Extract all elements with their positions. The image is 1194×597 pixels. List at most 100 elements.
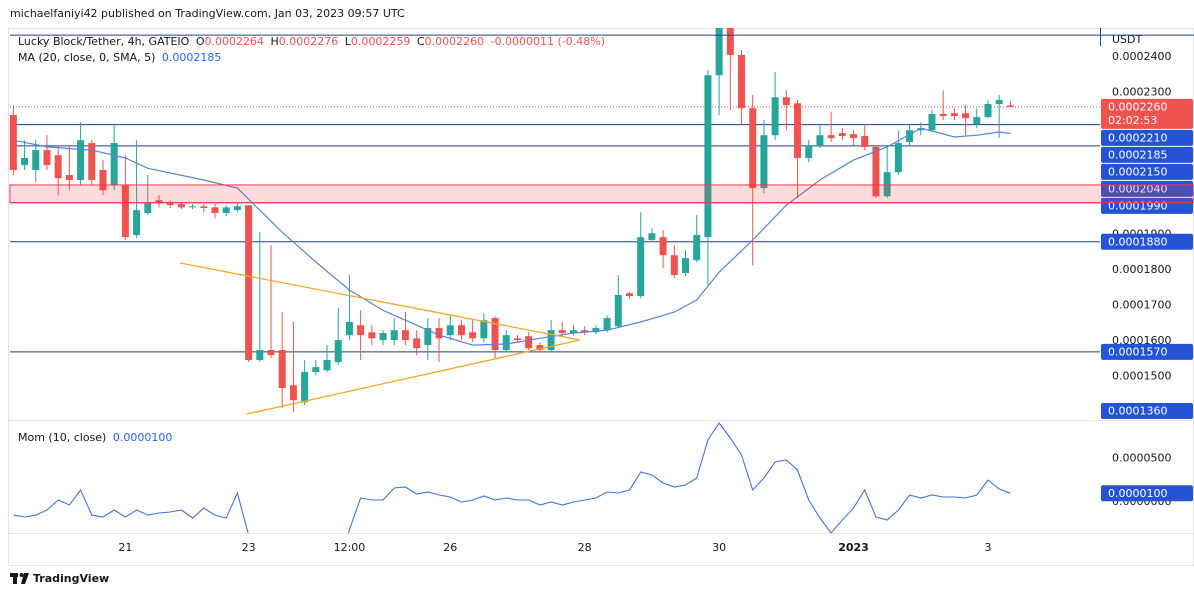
candle-body (950, 113, 958, 117)
change: -0.0000011 (-0.48%) (490, 35, 606, 48)
candle-body (749, 108, 757, 189)
candle-body (850, 134, 858, 139)
candle-body (928, 113, 936, 131)
candle-body (962, 113, 970, 119)
candle-body (794, 103, 802, 158)
mom-value: 0.0000100 (112, 431, 173, 444)
currency: USDT (1112, 33, 1143, 46)
x-tick-label: 30 (712, 541, 726, 554)
logo-part (13, 573, 17, 584)
candle-body (390, 330, 398, 341)
candle-body (603, 318, 611, 331)
mom-label-box (1101, 485, 1193, 502)
candle-body (861, 135, 869, 147)
candle-body (592, 328, 600, 333)
y-tick-label: 0.0002400 (1112, 50, 1172, 63)
ma-line (13, 127, 1011, 346)
candle-body (435, 328, 443, 339)
ohlc-key: C (416, 35, 425, 48)
price-label: 0.0002185 (1108, 148, 1168, 161)
price-label-box (1101, 403, 1193, 419)
candle-body (883, 172, 891, 197)
candle-body (917, 128, 925, 131)
candle-body (77, 140, 85, 180)
candle-body (177, 204, 185, 208)
price-label-box (1101, 233, 1193, 250)
trend-line (246, 339, 581, 415)
logo-part (21, 573, 29, 584)
y-tick-label: 0.0001800 (1112, 263, 1172, 276)
candle-body (558, 330, 566, 334)
candle-body (379, 333, 387, 341)
candle-body (457, 325, 465, 336)
candle-body (973, 117, 981, 125)
price-label-box (1101, 98, 1193, 129)
candle-body (771, 97, 779, 136)
candle-body (682, 258, 690, 273)
candle-body (211, 207, 219, 213)
symbol-legend: Lucky Block/Tether, 4h, GATEIO O 0.000226… (18, 35, 608, 48)
candle-body (278, 350, 286, 389)
candle-body (110, 143, 118, 186)
candle-body (267, 350, 275, 356)
candle-body (54, 155, 62, 179)
ohlc-key: O (195, 35, 205, 48)
ohlc-key: L (344, 35, 351, 48)
price-label-box (1101, 129, 1193, 146)
candle-body (446, 325, 454, 336)
ma-legend: MA (20, close, 0, SMA, 5) 0.0002185 (18, 51, 224, 64)
candle-body (233, 206, 241, 211)
candle-body (480, 320, 488, 339)
x-tick-label: 28 (578, 541, 592, 554)
candle-body (345, 322, 353, 336)
candle-body (357, 325, 365, 336)
candle-body (984, 103, 992, 118)
price-label-box (1101, 343, 1193, 360)
candle-body (323, 359, 331, 371)
ohlc-value: 0.0002260 (424, 35, 485, 48)
price-label: 0.0002150 (1108, 165, 1168, 178)
candle-body (1006, 105, 1014, 107)
candle-body (906, 130, 914, 142)
symbol: Lucky Block/Tether, 4h, GATEIO (18, 35, 190, 48)
candle-body (536, 345, 544, 351)
candle-body (189, 206, 197, 208)
candle-body (614, 295, 622, 327)
candle-body (469, 332, 477, 339)
candle-body (43, 150, 51, 166)
candle-body (334, 340, 342, 363)
x-tick-label: 12:00 (334, 541, 366, 554)
candle-body (289, 385, 297, 401)
price-label: 0.0002040 (1108, 182, 1168, 195)
candle-body (32, 150, 40, 171)
x-tick-label: 21 (118, 541, 132, 554)
candle-body (256, 350, 264, 360)
candle-body (155, 200, 163, 204)
price-label: 0.0001880 (1108, 235, 1168, 248)
candle-body (872, 146, 880, 197)
candle-body (513, 338, 521, 341)
candle-body (312, 367, 320, 373)
triangle-drawing (179, 262, 581, 415)
candle-body (401, 330, 409, 341)
price-label-box (1101, 146, 1193, 163)
candle-body (424, 328, 432, 346)
price-label: 0.0002210 (1108, 131, 1168, 144)
candle-body (301, 372, 309, 403)
candle-body (144, 203, 152, 213)
candle-body (368, 332, 376, 339)
price-label-box (1101, 197, 1193, 214)
ohlc-value: 0.0002259 (350, 35, 411, 48)
price-label: 0.0001570 (1108, 345, 1168, 358)
candle-body (21, 157, 29, 166)
candle-body (88, 143, 96, 180)
momentum-line (13, 422, 1011, 533)
x-tick-label: 3 (984, 541, 991, 554)
candle-body (65, 175, 73, 180)
candle-body (9, 114, 17, 171)
candle-body (738, 54, 746, 109)
candle-body (939, 113, 947, 117)
y-tick-label: 0.0002300 (1112, 86, 1172, 99)
